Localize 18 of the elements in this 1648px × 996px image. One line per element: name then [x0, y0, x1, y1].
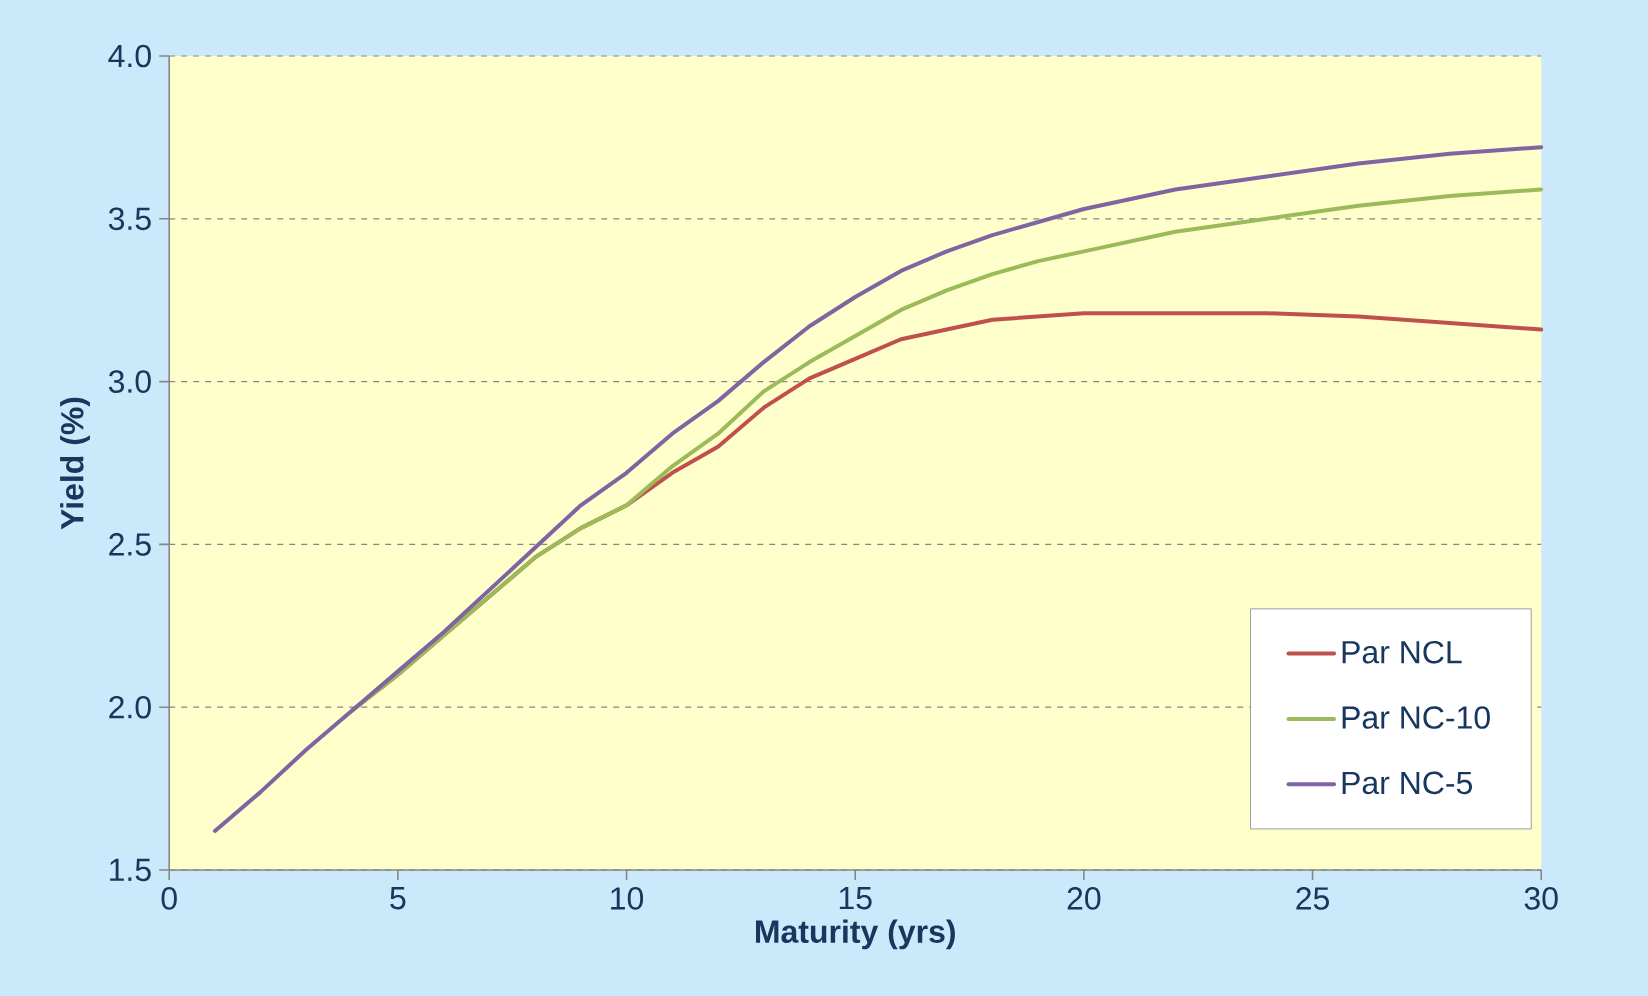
legend-label: Par NCL	[1342, 640, 1462, 664]
y-tick-label: 4.0	[108, 44, 151, 68]
y-tick-label: 2.5	[109, 533, 151, 556]
x-axis-title: Maturity (yrs)	[755, 919, 955, 950]
y-tick-label: 1.5	[110, 858, 151, 882]
x-tick-label: 10	[611, 887, 644, 910]
y-tick-label: 3.0	[108, 370, 151, 393]
legend-label: Par NC-5	[1342, 771, 1473, 795]
y-tick-label: 2.0	[109, 695, 151, 719]
x-tick-label: 30	[1524, 887, 1558, 910]
x-tick-label: 0	[161, 887, 177, 910]
y-axis-title: Yield (%)	[60, 397, 90, 530]
x-tick-label: 25	[1296, 887, 1329, 910]
x-tick-label: 15	[839, 887, 872, 910]
x-tick-label: 5	[390, 887, 406, 910]
x-tick-label: 20	[1067, 887, 1101, 910]
y-tick-label: 3.5	[108, 207, 151, 231]
legend-label: Par NC-10	[1342, 706, 1490, 729]
